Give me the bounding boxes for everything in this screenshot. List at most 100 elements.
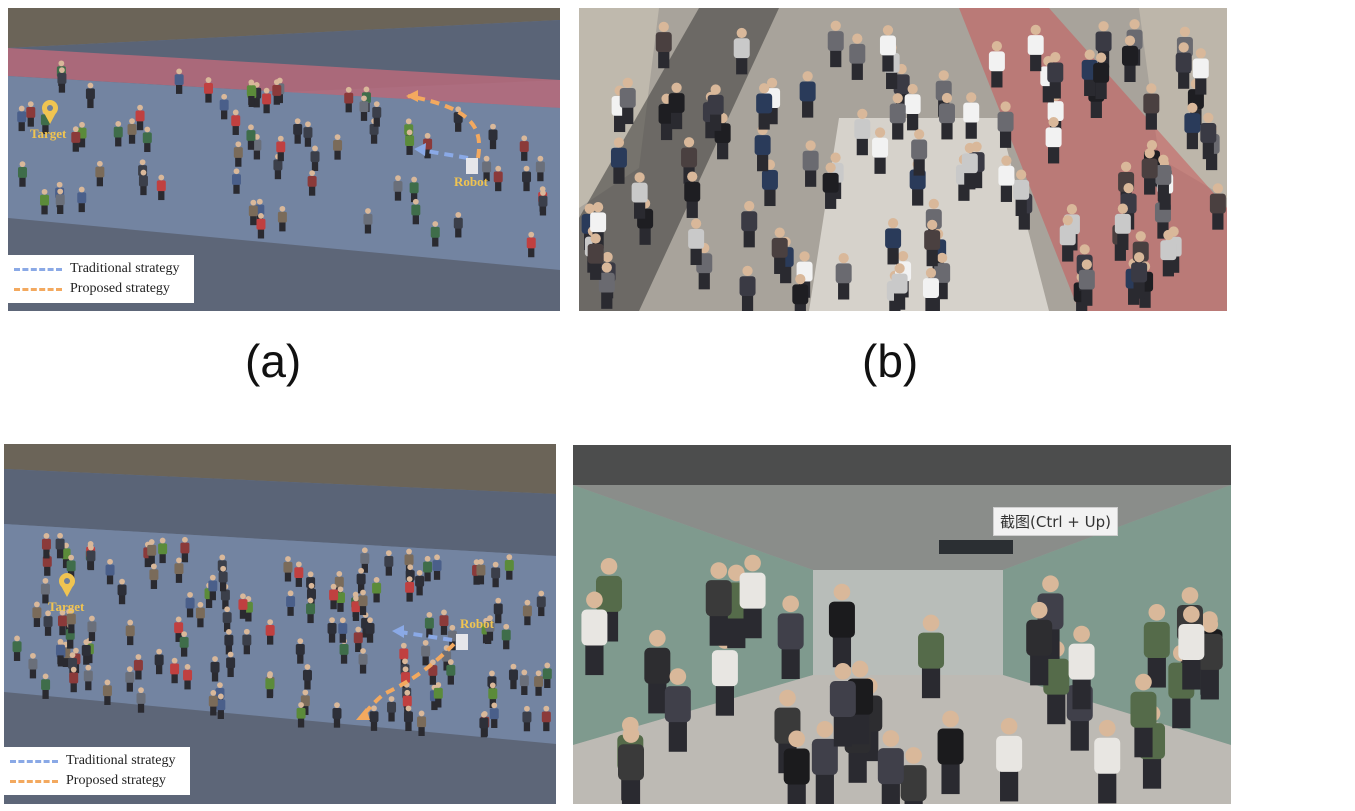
person-figure (877, 730, 904, 804)
person-figure (783, 730, 810, 804)
person-figure (1045, 116, 1062, 164)
person-figure (688, 218, 705, 266)
person-figure (203, 77, 213, 103)
person-figure (655, 21, 672, 69)
person-figure (232, 168, 242, 194)
person-figure (156, 174, 166, 201)
person-figure (265, 619, 275, 645)
target-pin-tip (60, 584, 74, 597)
person-figure (222, 606, 232, 632)
person-figure (174, 557, 184, 583)
person-figure (136, 687, 146, 713)
person-figure (922, 267, 939, 311)
person-figure (302, 664, 312, 690)
person-figure (934, 252, 951, 300)
person-figure (332, 702, 342, 728)
person-figure (756, 83, 773, 130)
person-figure (519, 669, 529, 695)
person-figure (195, 601, 205, 628)
person-figure (360, 547, 370, 573)
person-figure (55, 188, 65, 215)
person-figure (491, 561, 501, 588)
legend-proposed-swatch (10, 779, 58, 783)
person-figure (369, 705, 379, 731)
person-figure (158, 537, 168, 564)
panel-a-simulation: Target Robot Traditional strategy Propos… (8, 8, 560, 311)
legend-proposed-swatch (14, 287, 62, 291)
person-figure (358, 648, 368, 674)
person-figure (303, 121, 313, 147)
person-figure (482, 155, 492, 182)
person-figure (889, 93, 906, 140)
person-figure (180, 536, 190, 563)
person-figure (179, 631, 189, 657)
person-figure (1143, 83, 1160, 130)
person-figure (587, 233, 604, 280)
person-figure (372, 576, 382, 603)
person-figure (526, 231, 536, 258)
person-figure (519, 135, 529, 161)
person-figure (87, 615, 97, 642)
person-figure (409, 176, 419, 203)
person-figure (393, 175, 403, 201)
person-figure (961, 142, 978, 190)
target-label: Target (48, 599, 85, 614)
person-figure (265, 672, 275, 699)
panel-b-photo (579, 8, 1227, 311)
person-figure (405, 576, 415, 602)
legend-item-traditional: Traditional strategy (10, 751, 182, 771)
person-figure (55, 638, 65, 665)
person-figure (147, 539, 157, 565)
crowd (12, 532, 552, 738)
person-figure (1130, 673, 1157, 758)
person-figure (705, 562, 732, 646)
person-figure (335, 586, 345, 612)
person-figure (439, 609, 449, 635)
person-figure (522, 165, 532, 192)
person-figure (41, 533, 51, 559)
person-figure (996, 717, 1023, 802)
person-figure (1059, 215, 1076, 262)
person-figure (998, 155, 1015, 202)
person-figure (1209, 183, 1226, 230)
back-wall (4, 469, 556, 556)
person-figure (32, 601, 42, 627)
legend-traditional-swatch (10, 759, 58, 763)
person-figure (149, 563, 159, 589)
person-figure (174, 68, 184, 94)
person-figure (1143, 604, 1170, 688)
traditional-arrowhead (392, 625, 404, 638)
person-figure (536, 590, 546, 617)
person-figure (534, 670, 544, 696)
person-figure (61, 542, 71, 569)
person-figure (17, 105, 27, 132)
person-figure (283, 556, 293, 582)
person-figure (125, 666, 135, 692)
person-figure (387, 696, 397, 722)
person-figure (86, 544, 96, 571)
person-figure (1141, 148, 1158, 195)
person-figure (384, 550, 394, 576)
person-figure (777, 595, 804, 679)
person-figure (262, 87, 272, 114)
person-figure (802, 140, 819, 187)
legend-item-proposed: Proposed strategy (14, 279, 186, 299)
person-figure (453, 212, 463, 238)
person-figure (286, 590, 296, 616)
person-figure (1013, 169, 1030, 217)
target-pin-hole (47, 105, 53, 111)
person-figure (631, 172, 648, 219)
person-figure (411, 198, 421, 225)
person-figure (41, 673, 51, 699)
person-figure (618, 726, 645, 804)
person-figure (822, 162, 839, 209)
person-figure (219, 93, 229, 120)
person-figure (248, 199, 258, 226)
person-figure (854, 108, 871, 156)
person-figure (358, 589, 368, 616)
person-figure (231, 109, 241, 135)
person-figure (224, 628, 234, 655)
person-figure (829, 663, 856, 747)
floor (8, 76, 560, 270)
person-figure (327, 617, 337, 643)
